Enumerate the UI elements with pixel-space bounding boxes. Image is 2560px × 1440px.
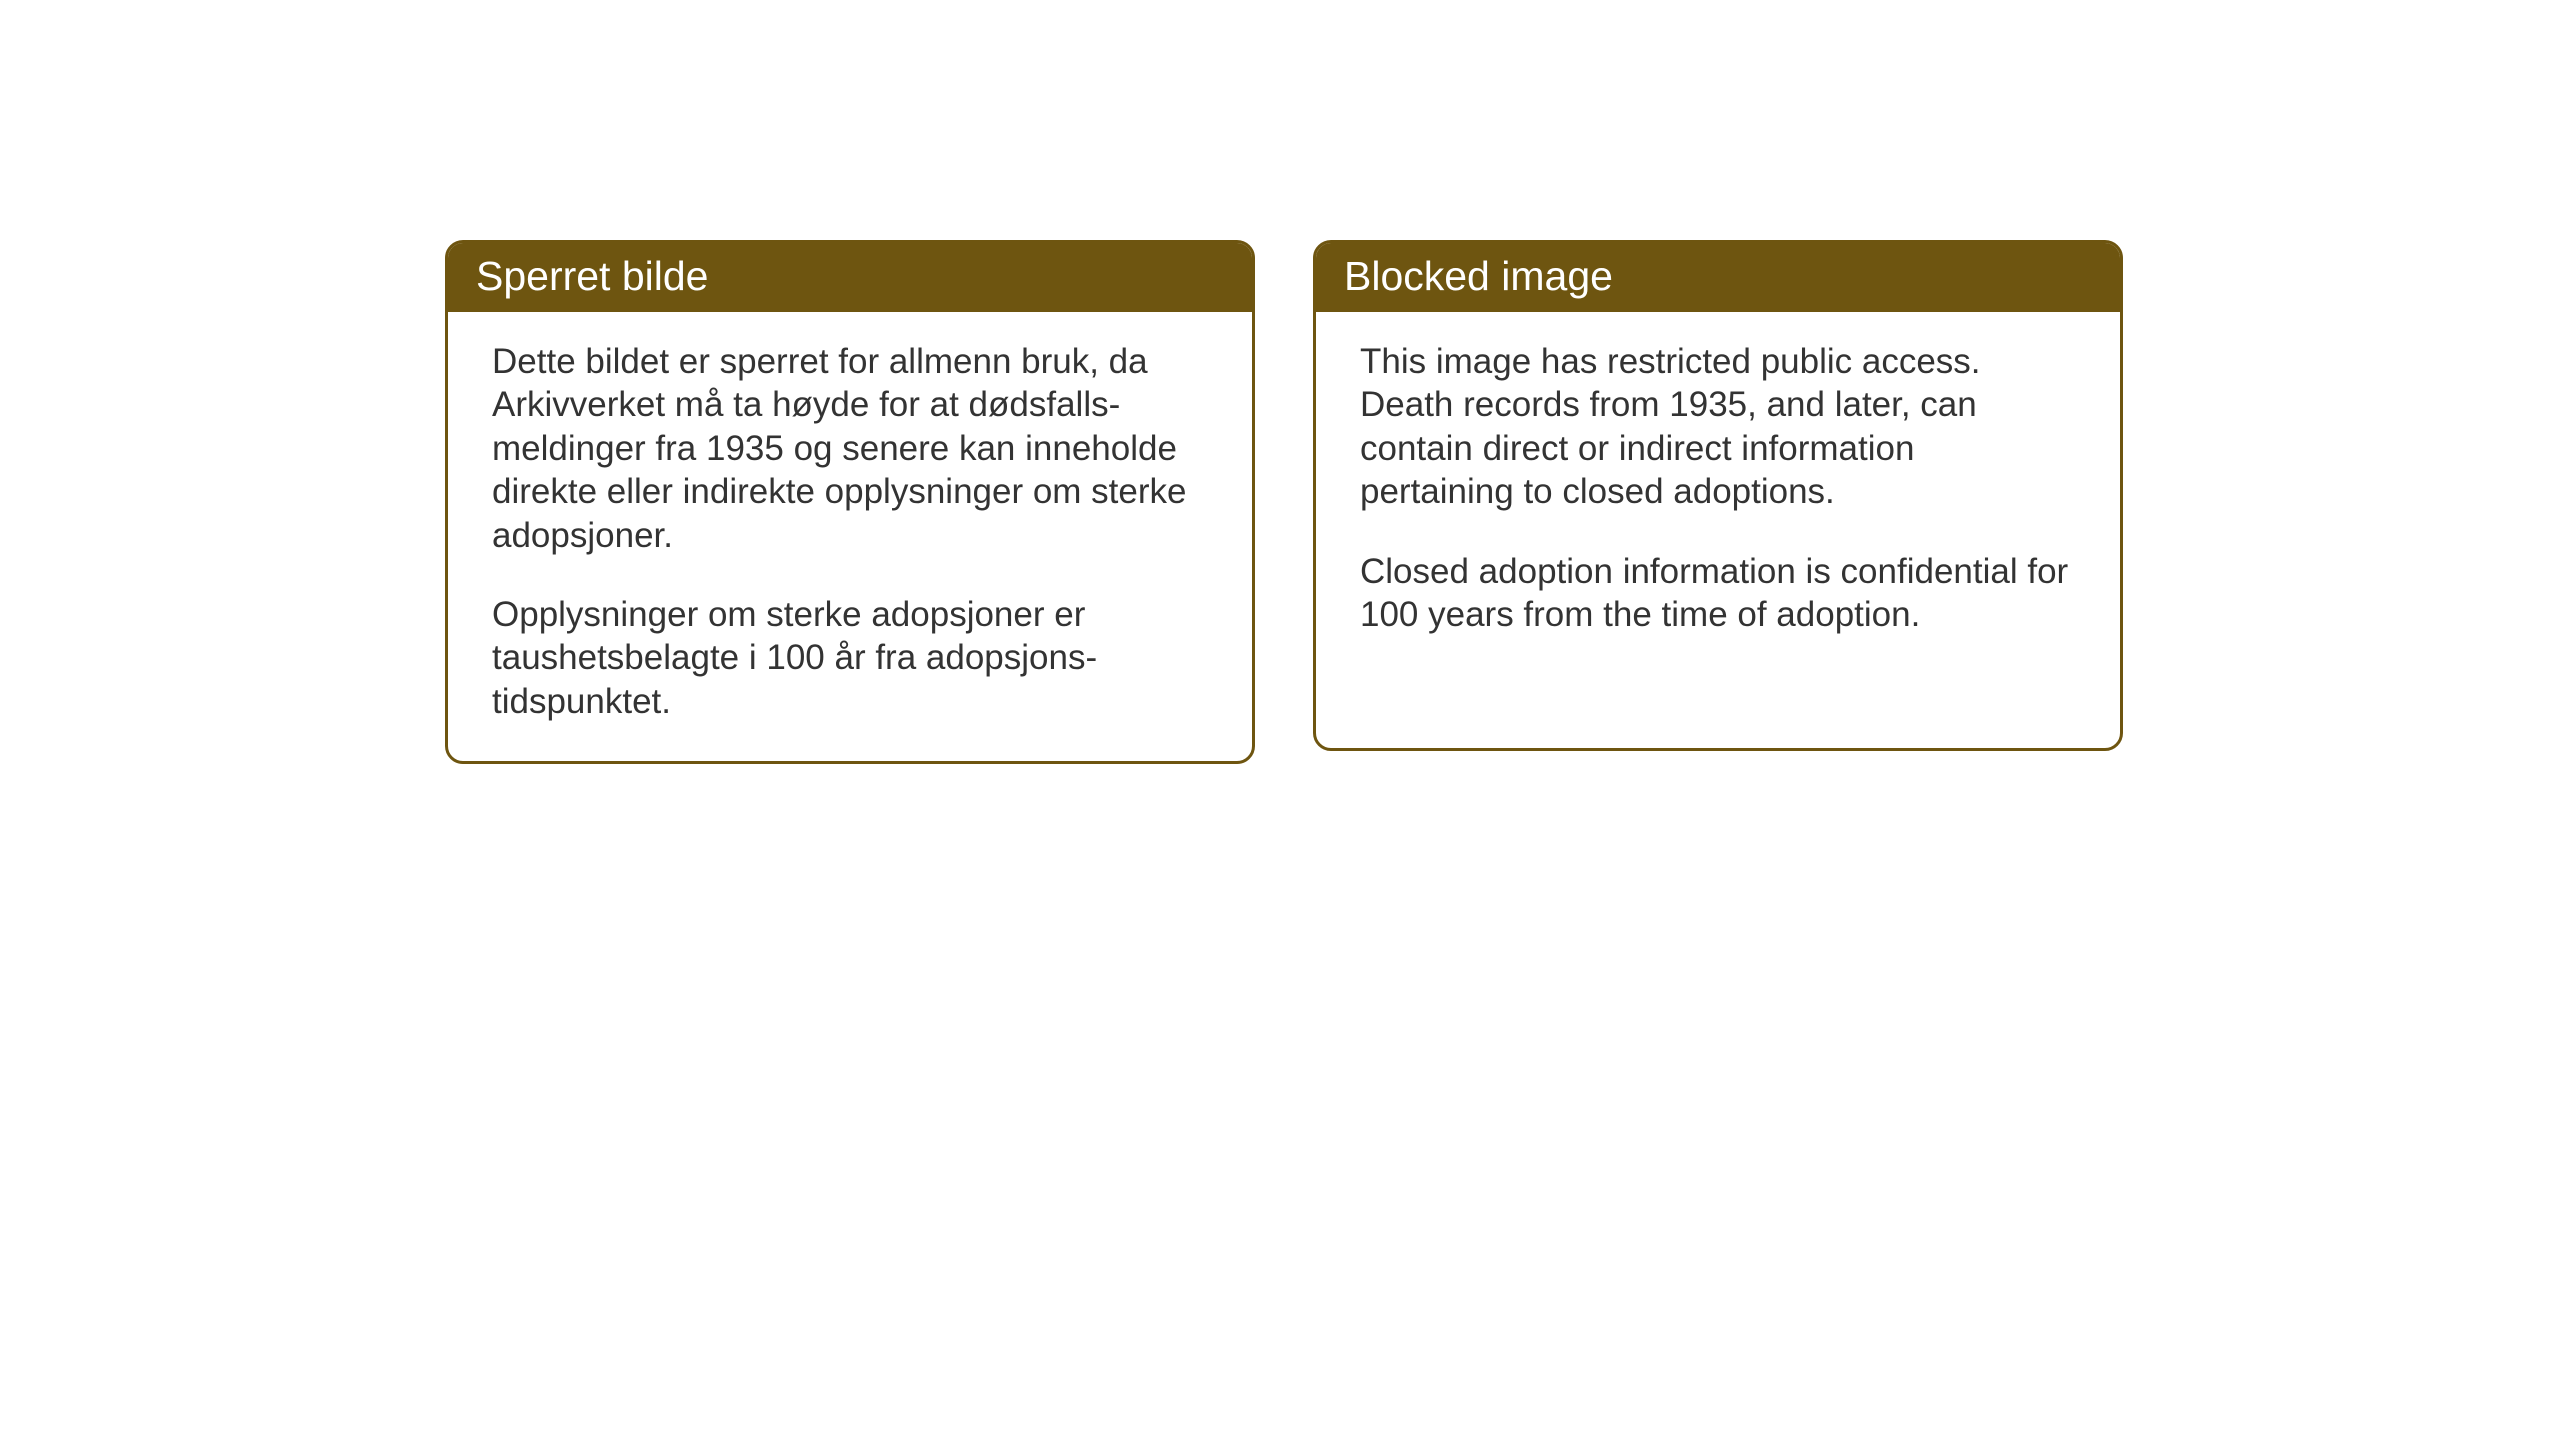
notice-paragraph: Dette bildet er sperret for allmenn bruk… [492, 340, 1208, 557]
card-body-norwegian: Dette bildet er sperret for allmenn bruk… [448, 312, 1252, 761]
notice-card-english: Blocked image This image has restricted … [1313, 240, 2123, 751]
card-body-english: This image has restricted public access.… [1316, 312, 2120, 674]
notice-paragraph: Closed adoption information is confident… [1360, 550, 2076, 637]
card-header-norwegian: Sperret bilde [448, 243, 1252, 312]
notice-paragraph: Opplysninger om sterke adopsjoner er tau… [492, 593, 1208, 723]
notice-paragraph: This image has restricted public access.… [1360, 340, 2076, 514]
notice-card-norwegian: Sperret bilde Dette bildet er sperret fo… [445, 240, 1255, 764]
notice-container: Sperret bilde Dette bildet er sperret fo… [445, 240, 2123, 764]
card-header-english: Blocked image [1316, 243, 2120, 312]
